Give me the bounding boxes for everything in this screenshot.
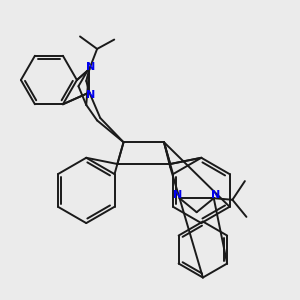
Text: N: N: [211, 190, 220, 200]
Text: N: N: [86, 90, 95, 100]
Text: N: N: [173, 190, 183, 200]
Text: N: N: [86, 61, 95, 72]
